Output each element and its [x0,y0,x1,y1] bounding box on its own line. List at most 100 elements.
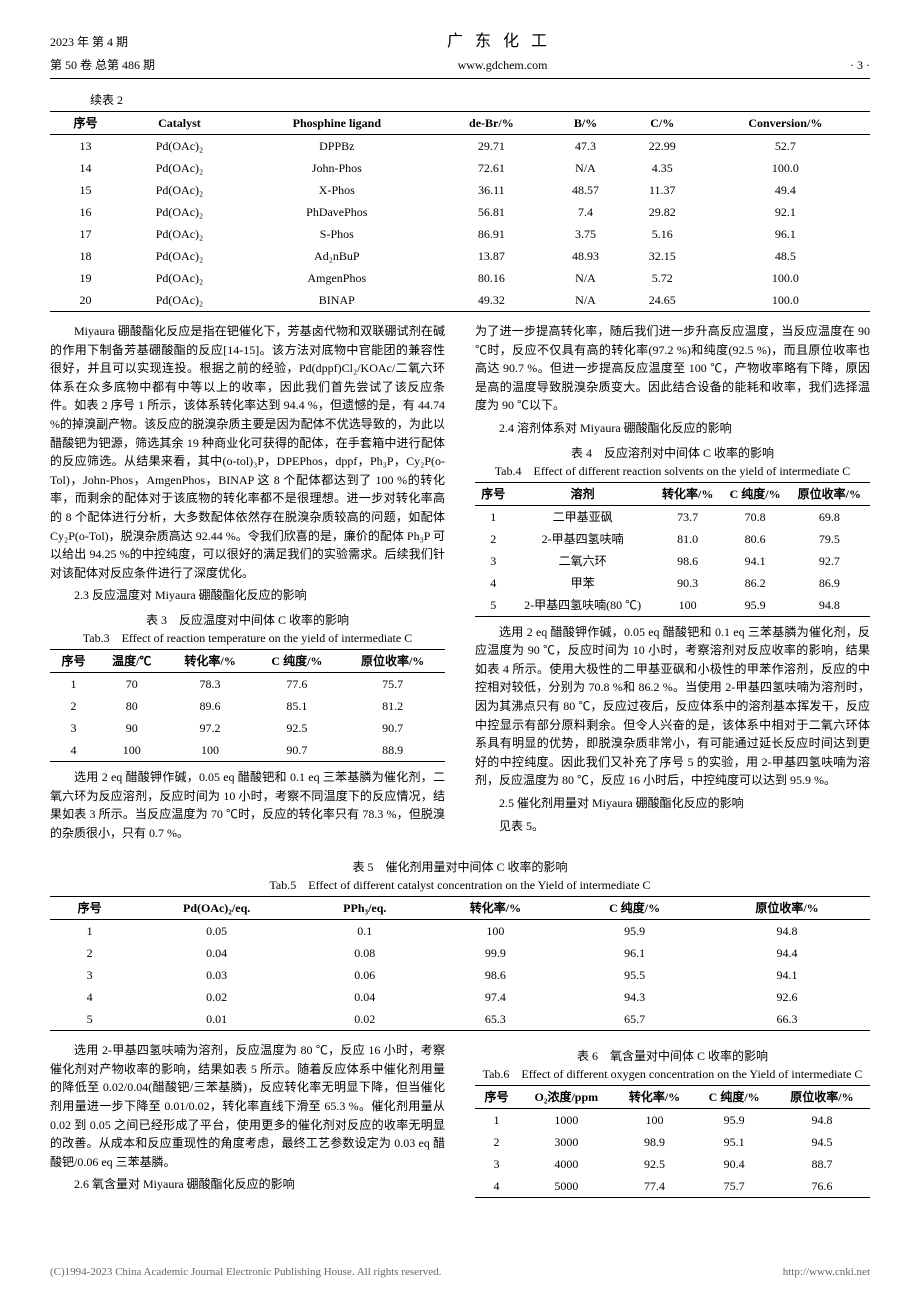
right-para-1: 为了进一步提高转化率，随后我们进一步升高反应温度，当反应温度在 90 ℃时，反应… [475,322,870,415]
table-4: 序号溶剂转化率/%C 纯度/%原位收率/%1二甲基亚砜73.770.869.82… [475,482,870,617]
table-cell: 49.32 [436,289,548,312]
table-cell: 2-甲基四氢呋喃 [511,528,653,550]
table-header: 转化率/% [654,482,722,505]
table-header: 序号 [475,482,511,505]
table3-subtitle: Tab.3 Effect of reaction temperature on … [50,629,445,647]
left-para-1: Miyaura 硼酸酯化反应是指在钯催化下，芳基卤代物和双联硼试剂在碱的作用下制… [50,322,445,582]
table-cell: 89.6 [167,695,254,717]
table-cell: 97.2 [167,717,254,739]
table-header: de-Br/% [436,112,548,135]
section-2-4: 2.4 溶剂体系对 Miyaura 硼酸酯化反应的影响 [475,419,870,438]
table-cell: 92.1 [701,201,870,223]
table-header: Pd(OAc)₂/eq. [129,897,304,920]
table-cell: 2 [475,528,511,550]
table-cell: 94.8 [789,594,870,617]
table3-title: 表 3 反应温度对中间体 C 收率的影响 [50,611,445,629]
table-cell: N/A [547,267,624,289]
table-cell: 80.16 [436,267,548,289]
table-cell: 4 [50,739,97,762]
table-cell: X-Phos [238,179,436,201]
table-cell: 94.1 [704,964,870,986]
table-cell: 95.9 [721,594,788,617]
section-2-6: 2.6 氧含量对 Miyaura 硼酸酯化反应的影响 [50,1175,445,1194]
table-cell: 88.7 [774,1153,870,1175]
table-cell: 78.3 [167,672,254,695]
table-3: 序号温度/℃转化率/%C 纯度/%原位收率/%17078.377.675.728… [50,649,445,762]
table-cell: 95.1 [694,1131,773,1153]
section-2-5: 2.5 催化剂用量对 Miyaura 硼酸酯化反应的影响 [475,794,870,813]
table-header: Catalyst [121,112,238,135]
table-cell: 1 [50,920,129,943]
table-6: 序号O₂浓度/ppm转化率/%C 纯度/%原位收率/%1100010095.99… [475,1085,870,1198]
table-cell: 86.9 [789,572,870,594]
table-header: O₂浓度/ppm [518,1086,614,1109]
page-footer: (C)1994-2023 China Academic Journal Elec… [50,1264,870,1281]
table-cell: 94.5 [774,1131,870,1153]
table-header: C/% [624,112,701,135]
table-cell: 13 [50,135,121,158]
table-cell: 98.9 [615,1131,695,1153]
table-cell: 79.5 [789,528,870,550]
left2-para-1: 选用 2-甲基四氢呋喃为溶剂，反应温度为 80 ℃，反应 16 小时，考察催化剂… [50,1041,445,1171]
vol-issue: 第 50 卷 总第 486 期 [50,56,155,74]
table-cell: 11.37 [624,179,701,201]
right-para-2: 选用 2 eq 醋酸钾作碱，0.05 eq 醋酸钯和 0.1 eq 三苯基膦为催… [475,623,870,790]
header-rule [50,78,870,79]
table-header: 转化率/% [615,1086,695,1109]
table-cell: 3000 [518,1131,614,1153]
see-table-5: 见表 5。 [475,817,870,836]
table-cell: 13.87 [436,245,548,267]
page-header: 2023 年 第 4 期 广 东 化 工 [50,30,870,54]
table-cell: 92.5 [615,1153,695,1175]
table-header: C 纯度/% [721,482,788,505]
table-2: 序号CatalystPhosphine ligandde-Br/%B/%C/%C… [50,111,870,312]
table-cell: 100.0 [701,267,870,289]
table-cell: PhDavePhos [238,201,436,223]
table-row: 39097.292.590.7 [50,717,445,739]
table-cell: 100.0 [701,289,870,312]
table-cell: 29.82 [624,201,701,223]
table-cell: 32.15 [624,245,701,267]
left-column: Miyaura 硼酸酯化反应是指在钯催化下，芳基卤代物和双联硼试剂在碱的作用下制… [50,322,445,846]
table-header: 溶剂 [511,482,653,505]
table-cell: 0.03 [129,964,304,986]
table-cell: 92.7 [789,550,870,572]
table-cell: Pd(OAc)₂ [121,157,238,179]
table-cell: 96.1 [565,942,704,964]
table-cell: 90 [97,717,167,739]
table-row: 14Pd(OAc)₂John-Phos72.61N/A4.35100.0 [50,157,870,179]
page-number: · 3 · [850,56,870,74]
table-cell: 4 [475,572,511,594]
table-cell: 86.2 [721,572,788,594]
table-cell: 4.35 [624,157,701,179]
table5-title: 表 5 催化剂用量对中间体 C 收率的影响 [50,858,870,876]
table-cell: 100 [167,739,254,762]
table-header: 序号 [475,1086,518,1109]
journal-title: 广 东 化 工 [128,30,870,54]
table-cell: 98.6 [654,550,722,572]
table-row: 52-甲基四氢呋喃(80 ℃)10095.994.8 [475,594,870,617]
table-cell: 94.3 [565,986,704,1008]
table-row: 4500077.475.776.6 [475,1175,870,1198]
table-cell: 4 [475,1175,518,1198]
table-cell: Ad₂nBuP [238,245,436,267]
table-cell: 76.6 [774,1175,870,1198]
table-cell: 81.2 [340,695,445,717]
table-row: 1100010095.994.8 [475,1109,870,1132]
table4-subtitle: Tab.4 Effect of different reaction solve… [475,462,870,480]
table-cell: 100 [97,739,167,762]
table-cell: 72.61 [436,157,548,179]
table-cell: Pd(OAc)₂ [121,223,238,245]
table-header: B/% [547,112,624,135]
table-header: 原位收率/% [774,1086,870,1109]
table-cell: 0.04 [304,986,426,1008]
table-cell: 90.4 [694,1153,773,1175]
table-cell: 70.8 [721,505,788,528]
table-cell: N/A [547,289,624,312]
table-header: C 纯度/% [254,649,341,672]
footer-url: http://www.cnki.net [783,1264,870,1281]
table-cell: 100 [615,1109,695,1132]
table-cell: 49.4 [701,179,870,201]
table-cell: 88.9 [340,739,445,762]
table-cell: AmgenPhos [238,267,436,289]
